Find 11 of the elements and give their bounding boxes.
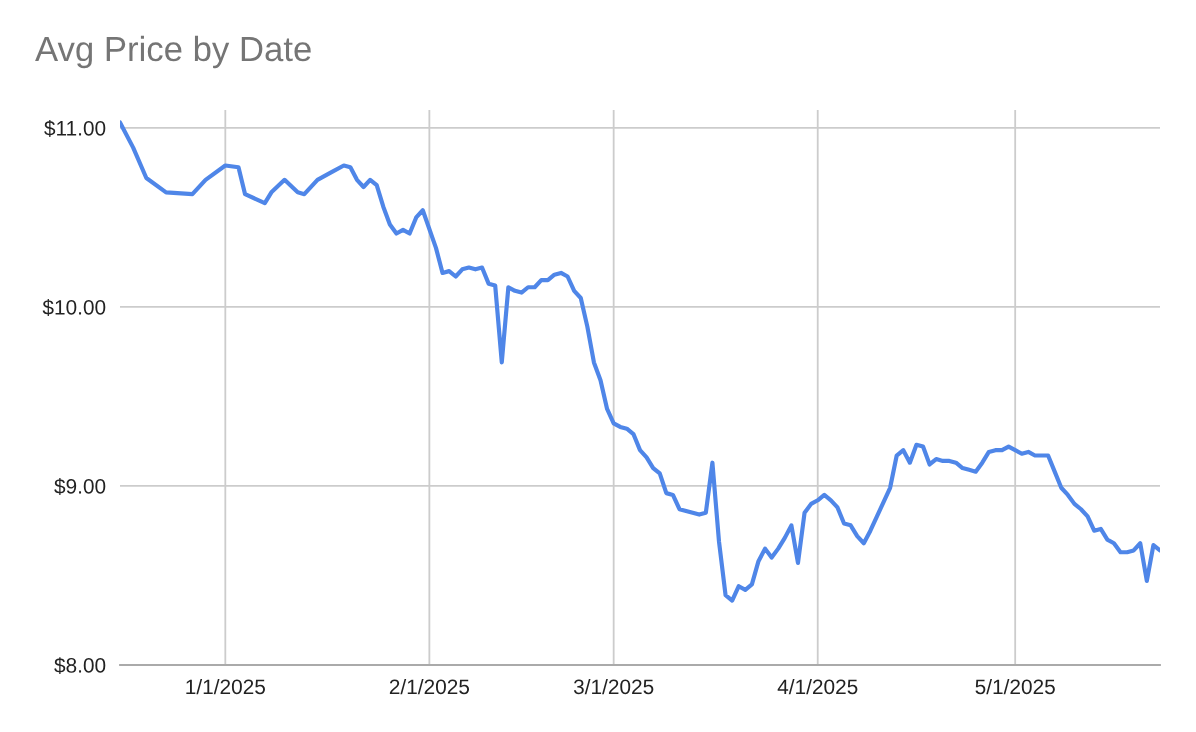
y-tick-label: $11.00 <box>44 120 106 137</box>
y-tick-label: $10.00 <box>42 299 106 316</box>
x-tick-label: 4/1/2025 <box>777 678 858 695</box>
y-tick-label: $9.00 <box>54 478 106 495</box>
line-series <box>120 120 1160 603</box>
x-tick-label: 1/1/2025 <box>186 678 265 695</box>
x-tick-label: 5/1/2025 <box>975 678 1055 695</box>
x-tick-label: 2/1/2025 <box>389 678 470 695</box>
x-tick-label: 3/1/2025 <box>573 678 654 695</box>
chart-title: Avg Price by Date <box>35 35 311 69</box>
y-tick-label: $8.00 <box>54 657 106 674</box>
